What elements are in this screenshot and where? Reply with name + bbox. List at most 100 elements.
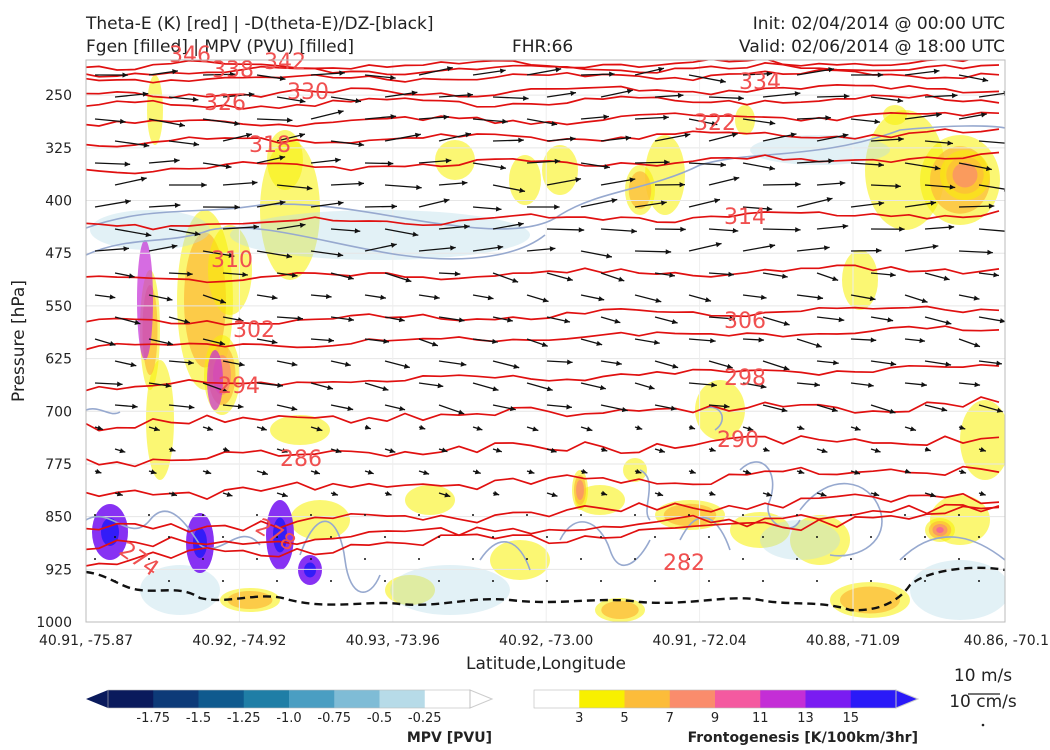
wind-arrow-head <box>1028 337 1034 342</box>
valid-time-label: Valid: 02/06/2014 @ 18:00 UTC <box>739 37 1005 57</box>
theta-e-contour-line <box>86 492 1000 533</box>
wind-arrow-head <box>869 295 876 302</box>
wind-arrow-head <box>286 253 293 259</box>
mpv-colorbar-tick-label: -1.75 <box>136 711 170 726</box>
mpv-colorbar-swatch <box>243 690 290 708</box>
wind-arrow-head <box>201 182 207 188</box>
wind-arrow <box>742 118 776 125</box>
theta-e-contour-label: 338 <box>212 58 254 83</box>
wind-arrow <box>1013 163 1047 167</box>
wind-arrow <box>654 133 691 142</box>
wind-arrow-head <box>223 446 230 452</box>
theta-e-contour-label: 302 <box>233 318 275 343</box>
wind-arrow-head <box>464 224 470 230</box>
chart-title-line2: Fgen [filled] | MPV (PVU) [filled] <box>86 37 355 57</box>
wind-arrow <box>634 558 636 560</box>
wind-arrow-head <box>403 363 410 369</box>
fgen-shading <box>623 458 647 482</box>
wind-arrow-head <box>476 425 483 431</box>
y-tick-label: 850 <box>45 510 72 526</box>
mpv-contour-line <box>679 516 731 551</box>
mpv-shading <box>390 565 510 615</box>
wind-arrow-head <box>726 363 733 369</box>
mpv-colorbar-tick-label: -1.5 <box>186 711 211 726</box>
wind-arrow-head <box>760 294 767 300</box>
wind-arrow <box>742 244 776 252</box>
mpv-colorbar-swatch <box>379 690 426 708</box>
theta-e-contour-line <box>86 94 1000 110</box>
wind-arrow <box>634 116 669 120</box>
wind-arrow-head <box>495 206 502 212</box>
wind-arrow-head <box>497 244 504 251</box>
wind-arrow <box>600 536 602 538</box>
fgen-shading <box>290 500 350 540</box>
wind-arrow-head <box>719 78 726 84</box>
fgen-shading <box>207 350 223 410</box>
wind-arrow-head <box>335 448 342 454</box>
fgen-colorbar-swatch <box>805 690 852 708</box>
wind-arrow-head <box>226 491 233 497</box>
wind-arrow-head <box>130 362 137 368</box>
wind-arrow-head <box>443 114 450 120</box>
wind-arrow-head <box>219 340 226 346</box>
fgen-colorbar-swatch <box>579 690 625 708</box>
wind-arrow <box>978 536 980 538</box>
wind-key-arrow-icon <box>968 693 1000 727</box>
wind-arrow <box>600 89 633 98</box>
wind-arrow-head <box>947 140 953 146</box>
wind-arrow-head <box>143 142 150 148</box>
wind-arrow-head <box>194 231 201 237</box>
wind-arrow-head <box>260 425 267 431</box>
theta-e-contour-line <box>86 435 1000 468</box>
wind-arrow-head <box>566 404 572 410</box>
wind-arrow-head <box>826 197 833 203</box>
mpv-colorbar-swatch <box>108 690 154 708</box>
wind-arrow-head <box>171 244 178 250</box>
wind-arrow-head <box>729 315 736 322</box>
fgen-colorbar-title: Frontogenesis [K/100km/3hr] <box>688 730 918 746</box>
wind-arrow-head <box>517 221 524 227</box>
wind-arrow-head <box>842 223 849 230</box>
wind-arrow-head <box>684 132 691 138</box>
wind-arrow-head <box>930 200 937 206</box>
wind-arrow <box>526 558 528 560</box>
theta-e-contour-line <box>86 505 1000 567</box>
wind-arrow-head <box>979 447 986 453</box>
fgen-colorbar-swatch <box>624 690 671 708</box>
mpv-contour-line <box>86 408 121 415</box>
mpv-shading <box>760 520 840 560</box>
mpv-colorbar-swatch <box>424 690 471 708</box>
wind-arrow-head <box>344 361 351 367</box>
wind-arrow-head <box>251 180 258 186</box>
wind-arrow-head <box>878 162 884 168</box>
wind-arrow <box>1033 273 1050 276</box>
wind-arrow <box>600 178 636 186</box>
wind-arrow-head <box>153 426 160 432</box>
wind-arrow-head <box>169 446 176 452</box>
theta-e-contour-label: 326 <box>204 91 246 116</box>
wind-arrow <box>1013 119 1048 121</box>
wind-arrow-head <box>248 91 255 98</box>
mpv-contour-line <box>899 536 1005 561</box>
wind-arrow-head <box>183 318 190 324</box>
wind-arrow-head <box>109 294 116 300</box>
wind-arrow <box>310 72 345 76</box>
wind-arrow-head <box>134 319 141 325</box>
fgen-colorbar-tick-label: 13 <box>797 711 814 726</box>
x-tick-label: 40.92, -73.00 <box>499 633 593 649</box>
wind-arrow <box>850 558 852 560</box>
wind-arrow-head <box>188 404 195 410</box>
fgen-shading <box>509 155 541 205</box>
wind-arrow-head <box>960 469 967 475</box>
wind-arrow <box>850 202 885 208</box>
wind-arrow-head <box>474 469 481 475</box>
wind-arrow-head <box>390 242 397 248</box>
fgen-shading <box>730 512 790 548</box>
wind-arrow-head <box>313 469 320 475</box>
wind-arrow-head <box>611 198 618 204</box>
wind-arrow <box>114 92 149 98</box>
wind-arrow-head <box>335 157 341 163</box>
wind-arrow <box>310 201 344 208</box>
theta-e-contour-label: 282 <box>663 551 705 576</box>
fgen-colorbar-end-left <box>512 690 534 708</box>
